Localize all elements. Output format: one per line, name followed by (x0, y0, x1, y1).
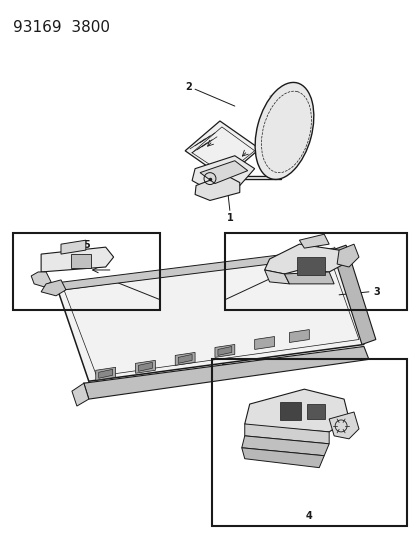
Polygon shape (175, 352, 195, 365)
Polygon shape (199, 161, 247, 183)
Polygon shape (214, 344, 234, 358)
Bar (13, 233, 160, 310)
Polygon shape (264, 244, 343, 274)
Polygon shape (264, 270, 289, 284)
Polygon shape (185, 121, 259, 179)
Polygon shape (217, 346, 231, 356)
Polygon shape (31, 272, 51, 287)
Polygon shape (98, 369, 112, 378)
Bar (71, 254, 90, 268)
Polygon shape (41, 247, 113, 272)
Polygon shape (95, 367, 115, 380)
Bar (211, 359, 406, 526)
Polygon shape (56, 250, 363, 381)
Bar (224, 233, 406, 310)
Text: 6: 6 (312, 240, 318, 250)
Bar (279, 402, 301, 420)
Bar (306, 404, 325, 419)
Text: 4: 4 (305, 511, 312, 521)
Polygon shape (178, 354, 192, 364)
Polygon shape (331, 245, 375, 344)
Polygon shape (56, 248, 333, 291)
Polygon shape (61, 240, 85, 254)
Polygon shape (328, 412, 358, 439)
Polygon shape (284, 272, 333, 284)
Bar (297, 257, 325, 275)
Text: 1: 1 (226, 213, 233, 223)
Polygon shape (72, 383, 88, 406)
Polygon shape (289, 329, 309, 343)
Text: 2: 2 (184, 82, 191, 92)
Text: 93169  3800: 93169 3800 (13, 20, 110, 35)
Ellipse shape (254, 83, 313, 180)
Polygon shape (241, 436, 328, 456)
Polygon shape (241, 448, 323, 467)
Polygon shape (336, 244, 358, 267)
Polygon shape (83, 346, 368, 399)
Polygon shape (244, 389, 348, 434)
Polygon shape (138, 362, 152, 372)
Text: 3: 3 (373, 287, 379, 297)
Polygon shape (244, 424, 328, 444)
Polygon shape (195, 175, 239, 200)
Polygon shape (299, 234, 328, 248)
Text: 5: 5 (83, 240, 90, 250)
Polygon shape (192, 156, 254, 190)
Polygon shape (254, 336, 274, 350)
Polygon shape (41, 280, 66, 296)
Polygon shape (135, 360, 155, 373)
